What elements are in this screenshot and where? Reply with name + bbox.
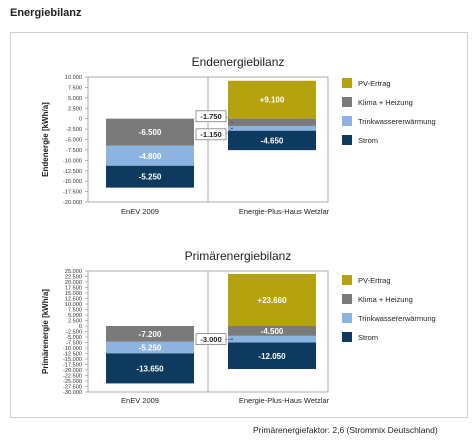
x-category-label: EnEV 2009 [121,207,159,216]
y-tick-label: -5.000 [66,335,82,341]
y-tick-label: 25.000 [65,269,82,275]
y-tick-label: 12.500 [65,297,82,303]
legend-swatch [342,332,352,342]
y-tick-label: -17.500 [63,190,82,196]
callout-dot [231,338,233,341]
page-heading: Energiebilanz [10,7,82,19]
y-tick-label: 10.000 [65,75,82,81]
legend-label: Klima + Heizung [358,295,413,304]
legend-swatch [342,78,352,88]
bar-value-label: -4.800 [139,152,162,161]
y-tick-label: 0 [79,324,82,330]
legend-label: PV-Ertrag [358,276,391,285]
y-axis-label: Endenergie [kWh/a] [41,102,50,177]
callout-value-label: -1.750 [200,112,221,121]
callout-leader [225,116,233,123]
y-tick-label: -22.500 [63,374,82,380]
bar-segment [228,273,316,326]
bar-segment [106,326,194,342]
bar-value-label: -5.250 [139,344,162,353]
y-tick-label: 15.000 [65,291,82,297]
legend-swatch [342,313,352,323]
bar-segment [106,165,194,188]
legend-swatch [342,135,352,145]
bar-segment [228,342,316,370]
y-tick-label: -15.000 [63,357,82,363]
callout-value-label: -3.000 [200,335,221,344]
y-tick-label: -12.500 [63,169,82,175]
bar-segment [228,326,316,336]
callout-value-label: -1.150 [200,130,221,139]
y-tick-label: -20.000 [63,200,82,206]
legend-label: Klima + Heizung [358,98,413,107]
legend-swatch [342,294,352,304]
y-tick-label: 5.000 [68,313,82,319]
bar-value-label: +23.660 [257,296,287,305]
y-tick-label: 2.500 [68,106,82,112]
x-category-label: EnEV 2009 [121,396,159,405]
bar-segment [228,80,316,119]
bar-segment [228,125,316,131]
bar-value-label: -7.200 [139,330,162,339]
legend-swatch [342,97,352,107]
footnote: Primärenergiefaktor: 2,6 (Strommix Deuts… [253,425,438,435]
bar-value-label: -4.650 [261,136,284,145]
y-tick-label: -27.500 [63,385,82,391]
bar-segment [106,341,194,354]
y-tick-label: -17.500 [63,363,82,369]
y-tick-label: -12.500 [63,352,82,358]
y-tick-label: -30.000 [63,390,82,396]
bar-segment [106,353,194,384]
bar-segment [228,118,316,126]
y-tick-label: -7.500 [66,148,82,154]
legend-swatch [342,116,352,126]
y-tick-label: -5.000 [66,138,82,144]
chart-title: Endenergiebilanz [192,55,285,69]
y-tick-label: -2.500 [66,127,82,133]
bar-segment [228,335,316,343]
bar-value-label: -4.500 [261,327,284,336]
y-tick-label: -20.000 [63,368,82,374]
bar-value-label: -5.250 [139,173,162,182]
legend-label: Strom [358,333,378,342]
y-tick-label: 7.500 [68,85,82,91]
callout-dot [231,121,233,124]
y-tick-label: 10.000 [65,302,82,308]
x-category-label: Energie-Plus-Haus Wetzlar [239,207,330,216]
bar-value-label: -6.500 [139,128,162,137]
legend-swatch [342,275,352,285]
bar-value-label: -13.650 [136,364,164,373]
bar-segment [106,118,194,146]
bar-segment [106,145,194,166]
callout-leader [225,128,233,135]
y-tick-label: 5.000 [68,96,82,102]
bar-segment [228,130,316,151]
legend-label: PV-Ertrag [358,79,391,88]
chart-title: Primärenergiebilanz [185,249,292,263]
y-tick-label: 0 [79,117,82,123]
bar-value-label: +9.100 [260,96,285,105]
legend-label: Strom [358,136,378,145]
legend-label: Trinkwassererwärmung [358,314,436,323]
legend-label: Trinkwassererwärmung [358,117,436,126]
y-tick-label: 22.500 [65,275,82,281]
y-tick-label: -15.000 [63,179,82,185]
y-tick-label: -7.500 [66,341,82,347]
y-tick-label: -2.500 [66,330,82,336]
x-category-label: Energie-Plus-Haus Wetzlar [239,396,330,405]
bar-value-label: -12.050 [258,352,286,361]
y-tick-label: 2.500 [68,319,82,325]
y-tick-label: 17.500 [65,286,82,292]
callout-dot [231,127,233,130]
y-tick-label: 7.500 [68,308,82,314]
y-tick-label: -25.000 [63,379,82,385]
y-tick-label: -10.000 [63,346,82,352]
y-axis-label: Primärenergie [kWh/a] [41,289,50,374]
y-tick-label: 20.000 [65,280,82,286]
y-tick-label: -10.000 [63,158,82,164]
